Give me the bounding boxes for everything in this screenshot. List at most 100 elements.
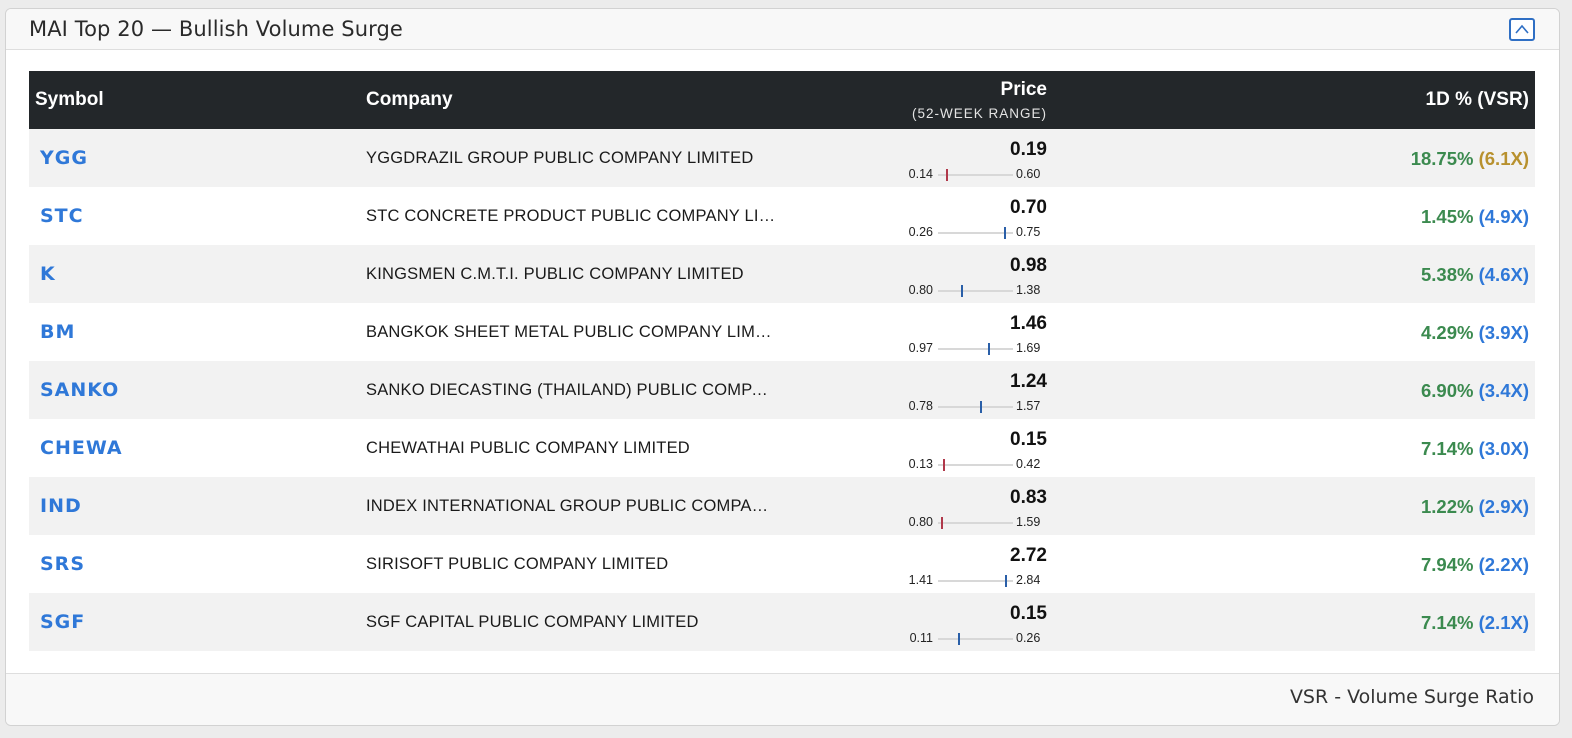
week52-range: 0.14 0.60 — [899, 167, 1049, 183]
range-track — [938, 522, 1013, 524]
header-symbol[interactable]: Symbol — [35, 89, 104, 110]
range-track — [938, 638, 1013, 640]
table-row[interactable]: SANKO SANKO DIECASTING (THAILAND) PUBLIC … — [29, 361, 1535, 419]
range-high: 0.75 — [1016, 225, 1041, 239]
chevron-up-icon — [1515, 24, 1529, 34]
company-name: BANGKOK SHEET METAL PUBLIC COMPANY LIMIT… — [366, 323, 776, 341]
collapse-button[interactable] — [1509, 18, 1535, 41]
range-low: 0.11 — [909, 631, 933, 645]
range-high: 1.57 — [1016, 399, 1041, 413]
range-track — [938, 232, 1013, 234]
range-low: 0.97 — [908, 341, 933, 355]
symbol-link[interactable]: SANKO — [40, 379, 120, 401]
week52-range: 0.97 1.69 — [899, 341, 1049, 357]
company-name: SGF CAPITAL PUBLIC COMPANY LIMITED — [366, 613, 699, 631]
change-vsr: 4.29% (3.9X) — [1421, 322, 1529, 344]
company-name: SIRISOFT PUBLIC COMPANY LIMITED — [366, 555, 669, 573]
vsr-ratio: (6.1X) — [1478, 148, 1529, 169]
range-track — [938, 174, 1013, 176]
range-track — [938, 348, 1013, 350]
range-low: 0.80 — [908, 283, 933, 297]
change-vsr: 6.90% (3.4X) — [1421, 380, 1529, 402]
change-percent: 7.14% — [1421, 612, 1474, 633]
symbol-link[interactable]: SRS — [40, 553, 85, 575]
vsr-ratio: (2.2X) — [1478, 554, 1529, 575]
vsr-ratio: (3.0X) — [1478, 438, 1529, 459]
change-vsr: 7.14% (2.1X) — [1421, 612, 1529, 634]
range-high: 0.60 — [1016, 167, 1041, 181]
table-row[interactable]: CHEWA CHEWATHAI PUBLIC COMPANY LIMITED 0.1… — [29, 419, 1535, 477]
change-percent: 1.22% — [1421, 496, 1474, 517]
week52-range: 1.41 2.84 — [899, 573, 1049, 589]
company-name: YGGDRAZIL GROUP PUBLIC COMPANY LIMITED — [366, 149, 754, 167]
change-vsr: 5.38% (4.6X) — [1421, 264, 1529, 286]
last-price: 0.70 — [1010, 197, 1047, 218]
range-low: 0.26 — [908, 225, 933, 239]
last-price: 0.98 — [1010, 255, 1047, 276]
week52-range: 0.13 0.42 — [899, 457, 1049, 473]
stock-table: Symbol Company Price (52-WEEK RANGE) 1D … — [29, 71, 1535, 651]
table-row[interactable]: SGF SGF CAPITAL PUBLIC COMPANY LIMITED 0.1… — [29, 593, 1535, 651]
company-name: KINGSMEN C.M.T.I. PUBLIC COMPANY LIMITED — [366, 265, 744, 283]
symbol-link[interactable]: IND — [40, 495, 82, 517]
table-row[interactable]: K KINGSMEN C.M.T.I. PUBLIC COMPANY LIMITE… — [29, 245, 1535, 303]
week52-range: 0.80 1.38 — [899, 283, 1049, 299]
range-marker — [957, 633, 960, 645]
panel-title: MAI Top 20 — Bullish Volume Surge — [29, 17, 403, 41]
range-high: 1.59 — [1016, 515, 1041, 529]
volume-surge-panel: MAI Top 20 — Bullish Volume Surge Symbol… — [5, 8, 1560, 726]
company-name: SANKO DIECASTING (THAILAND) PUBLIC COMPA… — [366, 381, 776, 399]
symbol-link[interactable]: YGG — [40, 147, 88, 169]
panel-footer: VSR - Volume Surge Ratio — [6, 673, 1559, 725]
range-marker — [980, 401, 983, 413]
range-low: 0.13 — [908, 457, 933, 471]
range-marker — [1005, 575, 1008, 587]
header-price-range: (52-WEEK RANGE) — [911, 106, 1047, 121]
week52-range: 0.80 1.59 — [899, 515, 1049, 531]
range-marker — [946, 169, 949, 181]
company-name: CHEWATHAI PUBLIC COMPANY LIMITED — [366, 439, 690, 457]
symbol-link[interactable]: STC — [40, 205, 84, 227]
range-low: 0.78 — [908, 399, 933, 413]
symbol-link[interactable]: K — [40, 263, 56, 285]
table-row[interactable]: IND INDEX INTERNATIONAL GROUP PUBLIC COMP… — [29, 477, 1535, 535]
vsr-ratio: (2.1X) — [1478, 612, 1529, 633]
range-marker — [940, 517, 943, 529]
header-change-vsr[interactable]: 1D % (VSR) — [1425, 89, 1529, 110]
table-row[interactable]: YGG YGGDRAZIL GROUP PUBLIC COMPANY LIMITE… — [29, 129, 1535, 187]
range-high: 0.26 — [1016, 631, 1041, 645]
range-high: 1.69 — [1016, 341, 1041, 355]
change-vsr: 7.14% (3.0X) — [1421, 438, 1529, 460]
range-high: 2.84 — [1016, 573, 1041, 587]
change-percent: 4.29% — [1421, 322, 1474, 343]
change-percent: 7.14% — [1421, 438, 1474, 459]
vsr-ratio: (3.9X) — [1478, 322, 1529, 343]
change-percent: 7.94% — [1421, 554, 1474, 575]
table-body: YGG YGGDRAZIL GROUP PUBLIC COMPANY LIMITE… — [29, 129, 1535, 651]
range-track — [938, 464, 1013, 466]
table-row[interactable]: SRS SIRISOFT PUBLIC COMPANY LIMITED 2.72 1.… — [29, 535, 1535, 593]
range-low: 0.14 — [908, 167, 933, 181]
range-marker — [960, 285, 963, 297]
symbol-link[interactable]: BM — [40, 321, 76, 343]
table-header: Symbol Company Price (52-WEEK RANGE) 1D … — [29, 71, 1535, 129]
vsr-ratio: (3.4X) — [1478, 380, 1529, 401]
range-track — [938, 406, 1013, 408]
last-price: 0.83 — [1010, 487, 1047, 508]
range-high: 0.42 — [1016, 457, 1041, 471]
vsr-ratio: (4.9X) — [1478, 206, 1529, 227]
week52-range: 0.26 0.75 — [899, 225, 1049, 241]
header-company[interactable]: Company — [366, 89, 453, 110]
change-vsr: 1.22% (2.9X) — [1421, 496, 1529, 518]
company-name: INDEX INTERNATIONAL GROUP PUBLIC COMPANY… — [366, 497, 776, 515]
table-row[interactable]: BM BANGKOK SHEET METAL PUBLIC COMPANY LIM… — [29, 303, 1535, 361]
header-price[interactable]: Price — [1000, 79, 1047, 100]
symbol-link[interactable]: SGF — [40, 611, 86, 633]
change-percent: 5.38% — [1421, 264, 1474, 285]
table-row[interactable]: STC STC CONCRETE PRODUCT PUBLIC COMPANY L… — [29, 187, 1535, 245]
last-price: 2.72 — [1010, 545, 1047, 566]
vsr-legend-note: VSR - Volume Surge Ratio — [1289, 686, 1534, 708]
last-price: 0.15 — [1010, 603, 1047, 624]
last-price: 0.15 — [1010, 429, 1047, 450]
symbol-link[interactable]: CHEWA — [40, 437, 123, 459]
